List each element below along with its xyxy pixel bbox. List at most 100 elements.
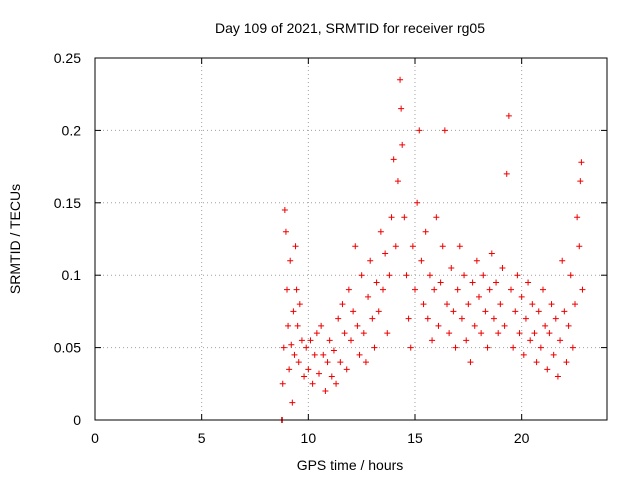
plot-frame <box>94 57 608 421</box>
data-point <box>508 286 514 293</box>
data-point <box>552 315 559 322</box>
data-point <box>522 315 529 322</box>
y-tick-label: 0.2 <box>62 122 82 138</box>
data-point <box>309 380 316 387</box>
data-point <box>371 344 378 351</box>
x-axis-label: GPS time / hours <box>297 457 404 473</box>
data-point <box>301 373 308 380</box>
data-point <box>307 337 314 344</box>
data-point <box>401 214 408 221</box>
data-point <box>362 359 369 366</box>
x-tick-label: 5 <box>198 430 206 446</box>
data-point <box>456 243 463 250</box>
data-point <box>420 301 427 308</box>
data-point <box>373 279 380 286</box>
data-point <box>407 344 414 351</box>
data-point <box>365 293 372 300</box>
data-point <box>285 322 292 329</box>
data-point <box>337 359 344 366</box>
data-point <box>435 322 442 329</box>
data-point <box>358 272 365 279</box>
data-point <box>490 315 497 322</box>
data-point <box>563 359 570 366</box>
data-point <box>574 214 581 221</box>
data-point <box>458 315 465 322</box>
data-point <box>412 286 418 293</box>
data-point <box>328 373 335 380</box>
data-point <box>520 351 527 358</box>
data-point <box>414 199 421 206</box>
data-point <box>424 315 431 322</box>
data-point <box>293 286 300 293</box>
x-tick-label: 10 <box>301 430 317 446</box>
data-point <box>505 112 512 119</box>
data-point <box>446 330 453 337</box>
data-point <box>567 272 574 279</box>
data-point <box>478 330 485 337</box>
data-point <box>345 286 352 293</box>
x-tick-label: 15 <box>407 430 423 446</box>
data-point <box>473 257 480 264</box>
data-point <box>286 366 293 373</box>
data-point <box>386 272 393 279</box>
data-point <box>280 344 287 351</box>
data-point <box>463 337 470 344</box>
data-point <box>546 330 553 337</box>
data-point <box>540 286 546 293</box>
data-point <box>579 286 586 293</box>
data-point <box>486 286 493 293</box>
y-tick-label: 0.1 <box>62 267 82 283</box>
data-point <box>450 308 457 315</box>
data-points <box>278 76 586 423</box>
data-point <box>426 272 433 279</box>
data-point <box>510 344 517 351</box>
data-point <box>360 330 367 337</box>
y-tick-label: 0 <box>73 412 81 428</box>
data-point <box>394 178 401 185</box>
data-point <box>377 228 384 235</box>
data-point <box>482 308 489 315</box>
data-point <box>550 351 557 358</box>
data-point <box>501 322 508 329</box>
data-point <box>375 308 382 315</box>
data-point <box>399 141 406 148</box>
data-point <box>514 272 521 279</box>
data-point <box>535 308 542 315</box>
y-axis-label: SRMTID / TECUs <box>7 184 23 294</box>
data-point <box>279 380 286 387</box>
chart-title: Day 109 of 2021, SRMTID for receiver rg0… <box>215 20 485 36</box>
y-tick-label: 0.15 <box>54 195 81 211</box>
data-point <box>369 315 376 322</box>
data-point <box>544 366 551 373</box>
y-tick-label: 0.25 <box>54 50 81 66</box>
data-point <box>565 322 572 329</box>
data-point <box>429 337 436 344</box>
data-point <box>281 207 288 214</box>
data-point <box>577 178 584 185</box>
data-point <box>497 301 504 308</box>
data-point <box>313 330 320 337</box>
data-point <box>439 243 446 250</box>
data-point <box>409 243 416 250</box>
data-point <box>416 127 423 134</box>
data-point <box>476 293 482 300</box>
data-point <box>384 330 391 337</box>
data-point <box>484 344 491 351</box>
data-point <box>431 286 438 293</box>
data-point <box>493 279 500 286</box>
data-point <box>452 344 459 351</box>
data-point <box>503 170 510 177</box>
data-point <box>397 76 404 83</box>
data-point <box>287 257 294 264</box>
data-point <box>557 337 564 344</box>
data-point <box>542 322 549 329</box>
data-point <box>305 366 312 373</box>
data-point <box>444 301 450 308</box>
data-point <box>322 388 329 395</box>
data-point <box>576 243 583 250</box>
data-point <box>284 286 290 293</box>
data-point <box>382 250 389 257</box>
data-point <box>367 257 374 264</box>
data-point <box>335 315 342 322</box>
